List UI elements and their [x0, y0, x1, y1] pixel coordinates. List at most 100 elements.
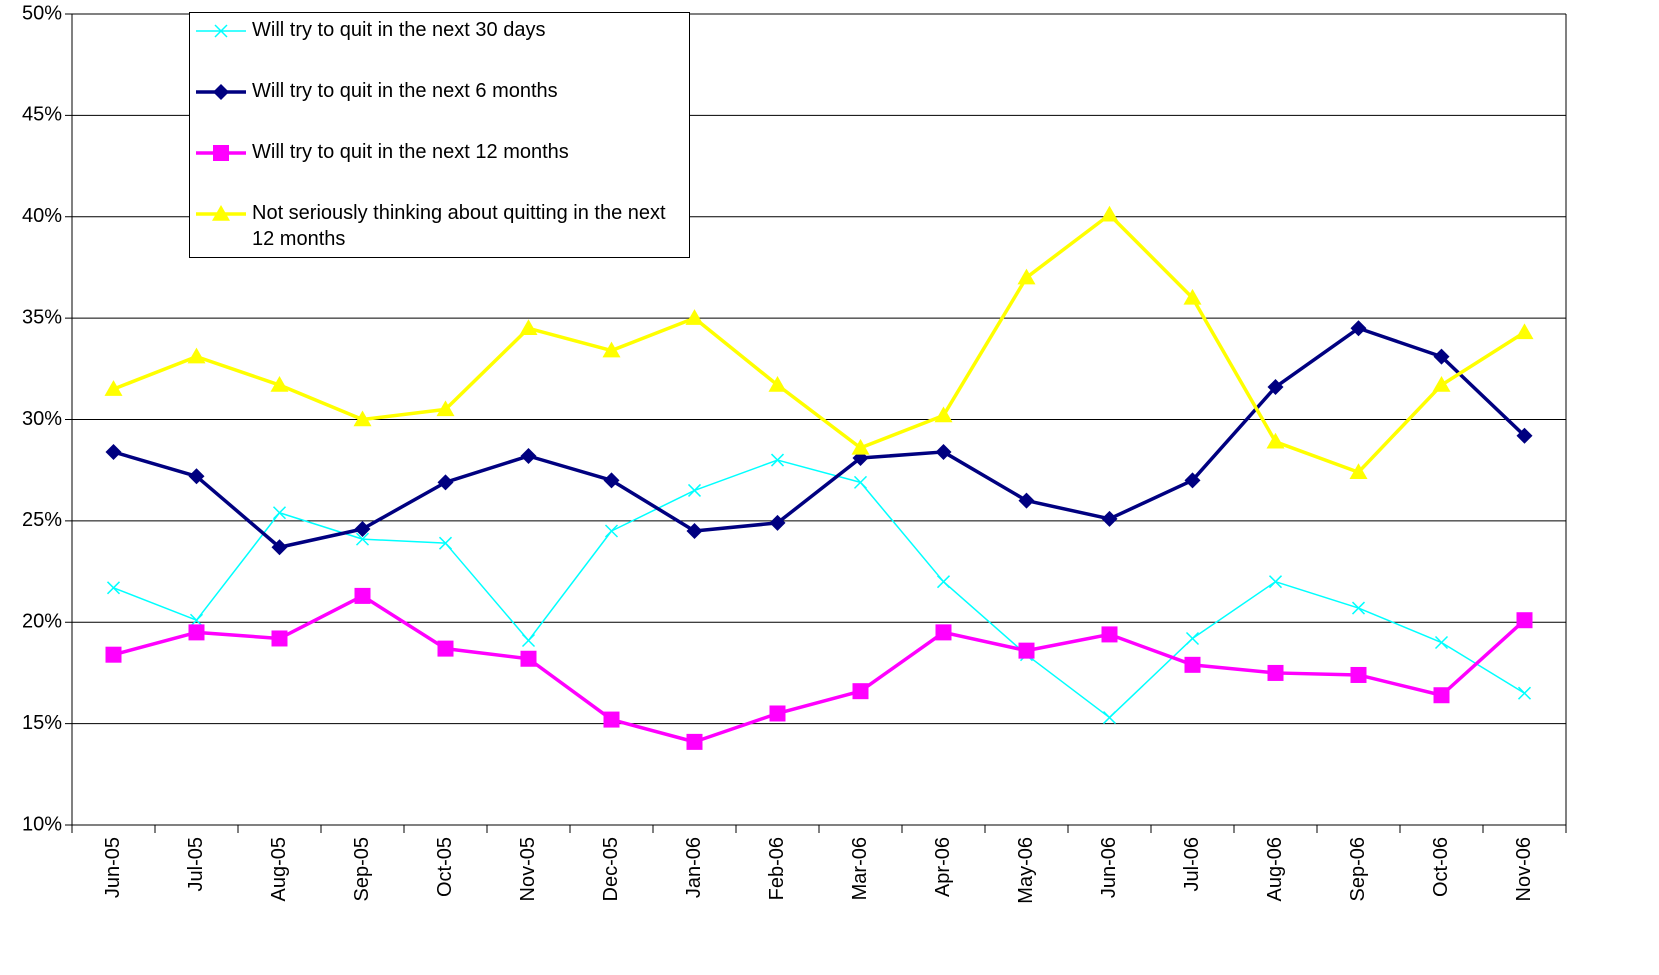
data-point: [1517, 686, 1532, 700]
data-point: [686, 733, 703, 750]
data-point: [769, 705, 786, 722]
data-point: [1185, 631, 1200, 646]
legend-label: Will try to quit in the next 30 days: [252, 19, 546, 41]
data-point: [687, 483, 702, 497]
x-tick-label: Jun-05: [102, 837, 124, 898]
x-tick-label: Oct-06: [1430, 837, 1452, 897]
data-point: [1017, 268, 1036, 285]
legend-label-box: Will try to quit in the next 30 days: [252, 19, 546, 41]
data-point: [438, 536, 453, 550]
series-line: [113, 459, 1525, 719]
y-tick-label: 40%: [22, 205, 62, 227]
data-point: [521, 633, 536, 648]
data-point: [1268, 575, 1283, 589]
series-line: [112, 212, 1526, 474]
x-tick-label: Sep-05: [351, 837, 373, 902]
marker: [213, 145, 229, 161]
data-point: [1184, 656, 1201, 673]
data-point: [1101, 626, 1118, 643]
y-tick-label: 20%: [22, 611, 62, 633]
data-point: [1267, 379, 1284, 396]
y-tick-label: 15%: [22, 712, 62, 734]
x-tick-label: Jan-06: [683, 837, 705, 898]
marker: [214, 24, 228, 38]
data-point: [936, 575, 951, 589]
data-point: [935, 443, 952, 460]
data-point: [1100, 205, 1119, 222]
data-point: [1516, 427, 1533, 444]
data-point: [104, 380, 123, 396]
data-point: [188, 468, 205, 485]
x-tick-label: Aug-06: [1264, 837, 1286, 902]
data-point: [437, 640, 454, 657]
x-tick-label: Sep-06: [1347, 837, 1369, 902]
legend-label: Will try to quit in the next 6 months: [252, 80, 558, 102]
data-point: [935, 624, 952, 641]
data-point: [1184, 472, 1201, 489]
data-point: [604, 524, 619, 538]
y-tick-label: 50%: [22, 2, 62, 24]
data-point: [272, 506, 287, 520]
data-point: [1350, 666, 1367, 683]
x-tick-label: Nov-06: [1513, 837, 1535, 901]
legend-label: Not seriously thinking about quitting in…: [252, 202, 666, 250]
data-point: [520, 447, 537, 464]
data-point: [1266, 432, 1285, 449]
x-tick-label: Jun-06: [1098, 837, 1120, 898]
y-tick-label: 30%: [22, 408, 62, 430]
data-point: [1018, 642, 1035, 659]
legend-label: Will try to quit in the next 12 months: [252, 141, 569, 163]
data-point: [1102, 711, 1117, 725]
y-tick-label: 10%: [22, 813, 62, 835]
data-point: [520, 650, 537, 667]
data-point: [353, 410, 372, 427]
x-tick-label: Feb-06: [766, 837, 788, 900]
data-point: [934, 406, 953, 423]
data-point: [1183, 288, 1202, 305]
data-point: [685, 309, 704, 325]
marker: [212, 205, 230, 221]
x-tick-label: May-06: [1015, 837, 1037, 904]
marker: [213, 84, 229, 100]
data-point: [770, 453, 785, 467]
data-point: [1434, 635, 1449, 650]
data-point: [769, 514, 786, 531]
data-point: [519, 319, 538, 336]
series-line: [113, 326, 1526, 549]
data-point: [1516, 612, 1533, 629]
data-point: [354, 520, 371, 537]
data-point: [852, 683, 869, 700]
data-point: [437, 474, 454, 491]
data-point: [354, 587, 371, 604]
x-tick-label: Apr-06: [932, 837, 954, 897]
data-point: [603, 472, 620, 489]
x-tick-label: Nov-05: [517, 837, 539, 901]
data-point: [1433, 687, 1450, 704]
data-point: [271, 630, 288, 647]
y-tick-label: 35%: [22, 306, 62, 328]
data-point: [105, 646, 122, 663]
y-tick-label: 25%: [22, 509, 62, 531]
data-point: [187, 347, 206, 364]
legend: Will try to quit in the next 30 days Will…: [189, 12, 690, 258]
data-point: [1349, 463, 1368, 479]
data-point: [1432, 376, 1451, 392]
legend-label-box: Will try to quit in the next 12 months: [252, 141, 569, 163]
data-point: [436, 400, 455, 417]
data-point: [1433, 348, 1450, 365]
data-point: [1018, 492, 1035, 509]
data-point: [686, 523, 703, 540]
data-point: [1350, 320, 1367, 337]
x-tick-label: Jul-05: [185, 837, 207, 891]
data-point: [355, 532, 370, 546]
data-point: [851, 438, 870, 455]
data-point: [768, 376, 787, 392]
data-point: [189, 613, 204, 627]
data-point: [1101, 510, 1118, 527]
data-point: [853, 475, 868, 489]
data-point: [270, 376, 289, 392]
x-tick-label: Jul-06: [1181, 837, 1203, 891]
legend-box: [189, 12, 690, 258]
x-tick-label: Mar-06: [849, 837, 871, 900]
data-point: [106, 581, 121, 595]
